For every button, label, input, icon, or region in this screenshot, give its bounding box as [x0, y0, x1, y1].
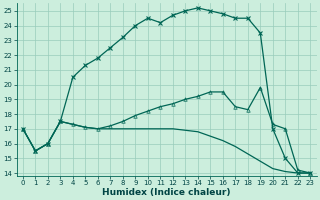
X-axis label: Humidex (Indice chaleur): Humidex (Indice chaleur) [102, 188, 231, 197]
